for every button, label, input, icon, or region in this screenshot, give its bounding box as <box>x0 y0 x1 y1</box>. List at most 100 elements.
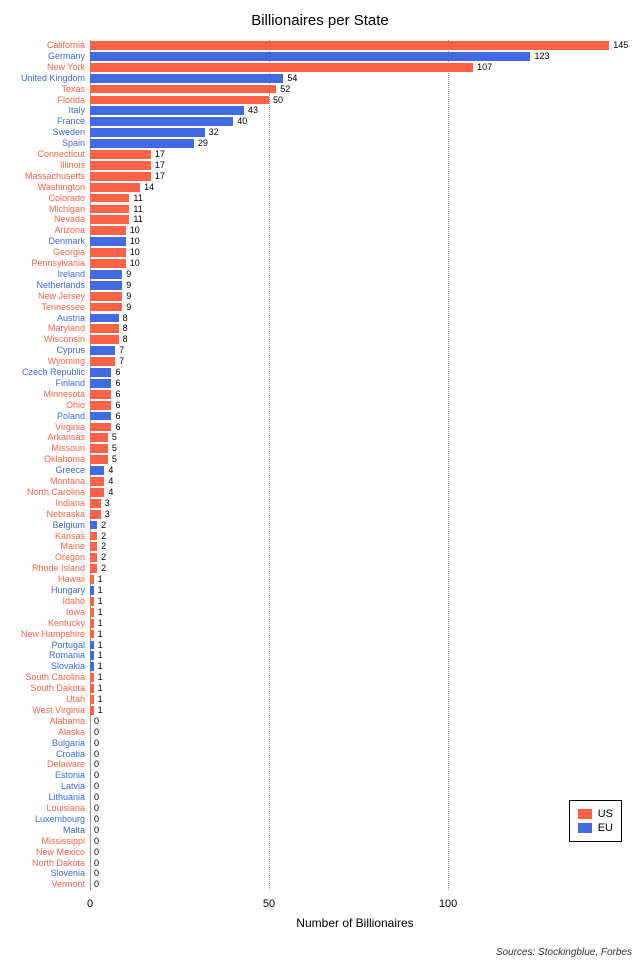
category-label: Netherlands <box>0 280 85 291</box>
category-label: Italy <box>0 105 85 116</box>
value-label: 4 <box>108 487 113 498</box>
bar <box>90 521 97 530</box>
bar <box>90 128 205 137</box>
value-label: 2 <box>101 563 106 574</box>
value-label: 0 <box>94 781 99 792</box>
value-label: 0 <box>94 770 99 781</box>
value-label: 32 <box>209 127 219 138</box>
chart-container: Billionaires per State 14512310754525043… <box>0 0 640 960</box>
bar <box>90 248 126 257</box>
value-label: 11 <box>133 204 142 215</box>
category-label: New Mexico <box>0 847 85 858</box>
value-label: 10 <box>130 236 140 247</box>
bar <box>90 532 97 541</box>
bar <box>90 194 129 203</box>
value-label: 9 <box>126 269 131 280</box>
bar <box>90 542 97 551</box>
category-label: South Dakota <box>0 683 85 694</box>
legend-item: US <box>578 808 613 820</box>
category-label: Iowa <box>0 607 85 618</box>
bar <box>90 651 94 660</box>
category-label: Virginia <box>0 422 85 433</box>
value-label: 17 <box>155 160 165 171</box>
bar <box>90 314 119 323</box>
value-label: 8 <box>123 334 128 345</box>
value-label: 6 <box>115 422 120 433</box>
value-label: 9 <box>126 280 131 291</box>
category-label: Hawaii <box>0 574 85 585</box>
bar <box>90 139 194 148</box>
chart-title: Billionaires per State <box>0 12 640 29</box>
value-label: 4 <box>108 465 113 476</box>
bar <box>90 237 126 246</box>
category-label: Wisconsin <box>0 334 85 345</box>
category-label: Greece <box>0 465 85 476</box>
legend-swatch <box>578 823 592 833</box>
category-label: Mississippi <box>0 836 85 847</box>
category-label: Sweden <box>0 127 85 138</box>
bar <box>90 74 283 83</box>
category-label: Romania <box>0 650 85 661</box>
bar <box>90 597 94 606</box>
bar <box>90 662 94 671</box>
plot-area: 1451231075452504340322917171714111111101… <box>90 40 620 890</box>
grid-line <box>448 40 449 890</box>
category-label: Colorado <box>0 193 85 204</box>
bar <box>90 586 94 595</box>
value-label: 17 <box>155 171 165 182</box>
bar <box>90 619 94 628</box>
bar <box>90 455 108 464</box>
category-label: Belgium <box>0 520 85 531</box>
bar <box>90 368 111 377</box>
bar <box>90 379 111 388</box>
category-label: Portugal <box>0 640 85 651</box>
value-label: 40 <box>237 116 247 127</box>
bar <box>90 357 115 366</box>
category-label: Missouri <box>0 443 85 454</box>
category-label: Maine <box>0 541 85 552</box>
grid-line <box>269 40 270 890</box>
category-label: Denmark <box>0 236 85 247</box>
category-label: Tennessee <box>0 302 85 313</box>
category-label: Slovakia <box>0 661 85 672</box>
category-label: Poland <box>0 411 85 422</box>
value-label: 7 <box>119 356 124 367</box>
category-label: Latvia <box>0 781 85 792</box>
value-label: 17 <box>155 149 165 160</box>
bar <box>90 466 104 475</box>
category-label: Georgia <box>0 247 85 258</box>
value-label: 1 <box>98 629 103 640</box>
bar <box>90 172 151 181</box>
value-label: 0 <box>94 847 99 858</box>
value-label: 8 <box>123 313 128 324</box>
value-label: 107 <box>477 62 492 73</box>
bar <box>90 41 609 50</box>
value-label: 0 <box>94 759 99 770</box>
value-label: 1 <box>98 672 103 683</box>
category-label: Malta <box>0 825 85 836</box>
category-label: West Virginia <box>0 705 85 716</box>
value-label: 0 <box>94 749 99 760</box>
bar <box>90 412 111 421</box>
category-label: Indiana <box>0 498 85 509</box>
category-label: Rhode Island <box>0 563 85 574</box>
bar <box>90 401 111 410</box>
category-label: New Hampshire <box>0 629 85 640</box>
value-label: 0 <box>94 868 99 879</box>
value-label: 1 <box>98 694 103 705</box>
value-label: 5 <box>112 432 117 443</box>
category-label: Slovenia <box>0 868 85 879</box>
bar <box>90 706 94 715</box>
value-label: 6 <box>115 378 120 389</box>
bar <box>90 106 244 115</box>
bar <box>90 608 94 617</box>
x-axis-title: Number of Billionaires <box>296 916 413 930</box>
category-label: Croatia <box>0 749 85 760</box>
value-label: 9 <box>126 302 131 313</box>
value-label: 0 <box>94 836 99 847</box>
value-label: 1 <box>98 607 103 618</box>
value-label: 10 <box>130 247 140 258</box>
legend-label: US <box>598 808 613 820</box>
category-label: Louisiana <box>0 803 85 814</box>
value-label: 0 <box>94 727 99 738</box>
